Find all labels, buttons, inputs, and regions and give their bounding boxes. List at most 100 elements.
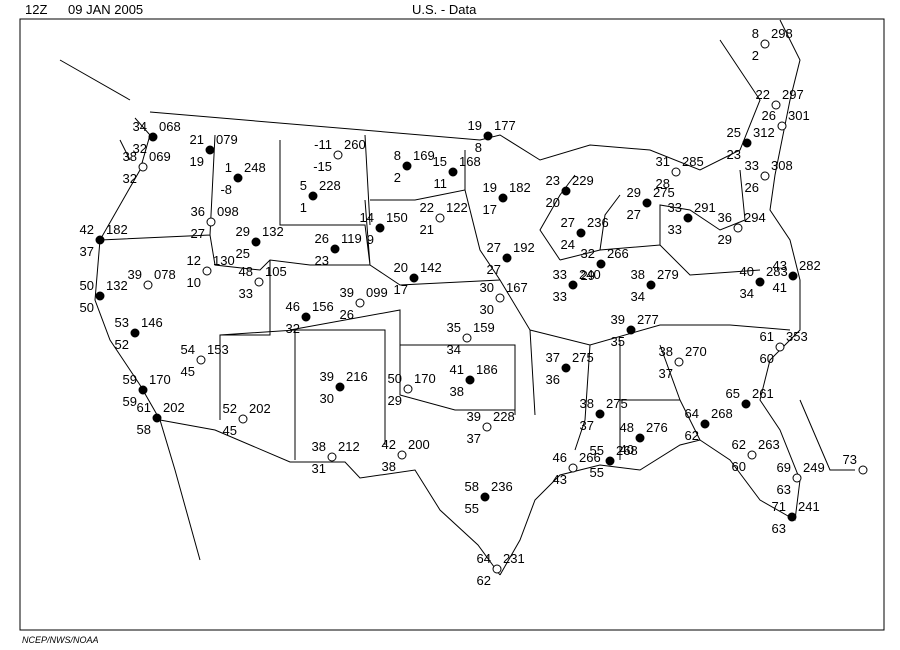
temperature: 69 [777,460,791,475]
pressure: 146 [141,315,163,330]
dewpoint: 9 [367,232,374,247]
station-marker [206,217,216,227]
temperature: 21 [190,132,204,147]
temperature: 32 [581,246,595,261]
station-marker [626,325,636,335]
dewpoint: 26 [745,180,759,195]
dewpoint: 37 [467,431,481,446]
temperature: 15 [433,154,447,169]
station-marker [671,167,681,177]
dewpoint: 17 [394,282,408,297]
temperature: 22 [756,87,770,102]
temperature: 22 [420,200,434,215]
pressure: 182 [106,222,128,237]
station-marker [646,280,656,290]
pressure: 275 [653,185,675,200]
temperature: 14 [360,210,374,225]
temperature: 39 [128,267,142,282]
dewpoint: 33 [668,222,682,237]
dewpoint: 19 [190,154,204,169]
pressure: 229 [572,173,594,188]
pressure: 294 [744,210,766,225]
station-marker [755,277,765,287]
station-marker [462,333,472,343]
station-marker [775,342,785,352]
station-marker [777,121,787,131]
pressure: 169 [413,148,435,163]
temperature: 73 [843,452,857,467]
temperature: 36 [191,204,205,219]
pressure: 301 [788,108,810,123]
station-marker [355,298,365,308]
temperature: 37 [546,350,560,365]
dewpoint: 55 [590,465,604,480]
pressure: 216 [346,369,368,384]
station-marker [148,132,158,142]
dewpoint: 60 [760,351,774,366]
temperature: 59 [123,372,137,387]
dewpoint: 2 [752,48,759,63]
pressure: 202 [163,400,185,415]
dewpoint: 33 [239,286,253,301]
pressure: 236 [587,215,609,230]
dewpoint: 59 [123,394,137,409]
pressure: 298 [771,26,793,41]
pressure: 260 [344,137,366,152]
pressure: 285 [682,154,704,169]
station-marker [301,312,311,322]
temperature: 54 [181,342,195,357]
station-marker [465,375,475,385]
temperature: 29 [627,185,641,200]
station-marker [792,473,802,483]
station-marker [568,463,578,473]
temperature: 8 [752,26,759,41]
pressure: 270 [685,344,707,359]
dewpoint: 30 [480,302,494,317]
dewpoint: 37 [580,418,594,433]
dewpoint: -8 [220,182,232,197]
dewpoint: 26 [340,307,354,322]
temperature: 52 [223,401,237,416]
temperature: 61 [137,400,151,415]
pressure: 275 [606,396,628,411]
station-marker [742,138,752,148]
dewpoint: 36 [546,372,560,387]
temperature: 38 [312,439,326,454]
station-marker [435,213,445,223]
dewpoint: 11 [434,176,448,191]
pressure: 069 [149,149,171,164]
dewpoint: 31 [312,461,326,476]
temperature: 12 [187,253,201,268]
pressure: 105 [265,264,287,279]
pressure: 228 [493,409,515,424]
temperature: 40 [740,264,754,279]
pressure: 268 [616,443,638,458]
dewpoint: 27 [627,207,641,222]
temperature: 27 [487,240,501,255]
pressure: 266 [579,450,601,465]
station-marker [482,422,492,432]
pressure: 202 [249,401,271,416]
dewpoint: 58 [137,422,151,437]
pressure: 261 [752,386,774,401]
pressure: 228 [319,178,341,193]
pressure: 153 [207,342,229,357]
dewpoint: 34 [631,289,645,304]
temperature: 26 [315,231,329,246]
station-marker [152,413,162,423]
map-frame [19,18,885,631]
station-marker [568,280,578,290]
temperature: 33 [553,267,567,282]
dewpoint: 62 [477,573,491,588]
dewpoint: 32 [123,171,137,186]
station-marker [480,492,490,502]
dewpoint: -15 [313,159,332,174]
pressure: 236 [491,479,513,494]
pressure: 275 [572,350,594,365]
pressure: 132 [106,278,128,293]
station-marker [233,173,243,183]
station-marker [495,293,505,303]
temperature: 65 [726,386,740,401]
temperature: 42 [80,222,94,237]
